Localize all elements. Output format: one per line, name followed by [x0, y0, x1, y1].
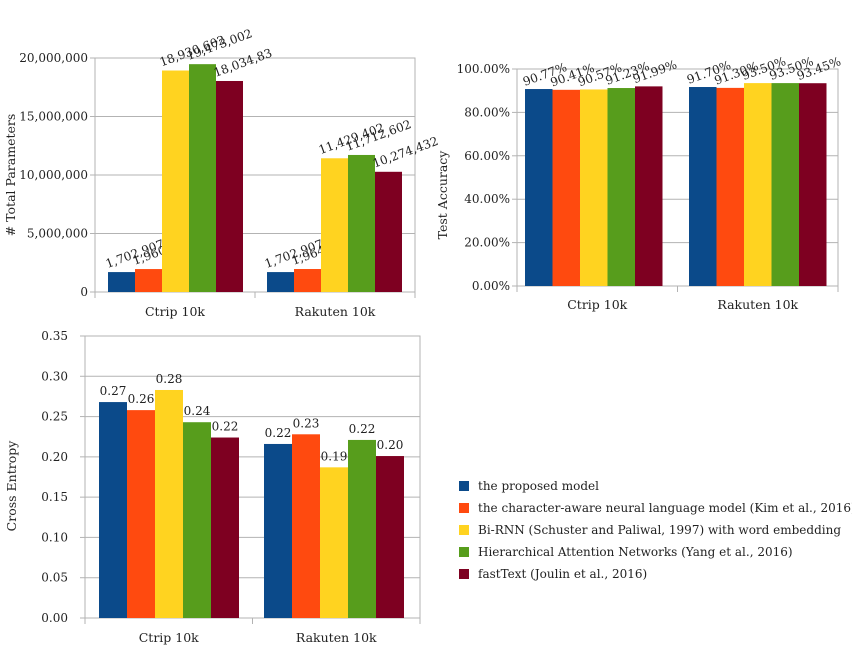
legend-swatch-birnn — [459, 525, 469, 535]
bar — [211, 437, 239, 618]
y-tick-label: 100.00% — [457, 62, 510, 76]
data-label: 0.20 — [377, 438, 404, 452]
y-axis-label: Test Accuracy — [435, 150, 450, 240]
legend-label-char-aware: the character-aware neural language mode… — [478, 501, 852, 515]
data-label: 0.28 — [156, 372, 183, 386]
bar — [189, 64, 216, 292]
y-axis-label: # Total Parameters — [3, 114, 18, 237]
y-tick-label: 20.00% — [464, 236, 510, 250]
y-tick-label: 40.00% — [464, 192, 510, 206]
bar — [292, 434, 320, 618]
bar — [216, 80, 243, 292]
bar — [580, 89, 608, 286]
bar — [375, 171, 402, 292]
y-tick-label: 0.15 — [41, 490, 68, 504]
bar — [108, 272, 135, 292]
data-label: 0.22 — [212, 420, 239, 434]
y-tick-label: 0.20 — [41, 450, 68, 464]
y-tick-label: 0.05 — [41, 571, 68, 585]
bar — [320, 467, 348, 618]
bar — [635, 86, 663, 286]
y-tick-label: 0.00 — [41, 611, 68, 625]
category-label: Ctrip 10k — [145, 304, 205, 319]
y-tick-label: 0.00% — [472, 279, 510, 293]
data-label: 0.22 — [265, 426, 292, 440]
y-tick-label: 15,000,000 — [19, 110, 88, 124]
legend-swatch-proposed — [459, 481, 469, 491]
bar — [348, 439, 376, 618]
legend-label-birnn: Bi-RNN (Schuster and Paliwal, 1997) with… — [478, 523, 841, 537]
bar — [183, 422, 211, 618]
bar — [552, 89, 580, 286]
bar — [127, 410, 155, 618]
bar — [689, 87, 717, 286]
y-axis-label: Cross Entropy — [4, 440, 19, 532]
legend-swatch-fasttext — [459, 569, 469, 579]
category-label: Ctrip 10k — [139, 630, 199, 645]
bar — [348, 154, 375, 292]
y-tick-label: 80.00% — [464, 105, 510, 119]
bar — [162, 70, 189, 292]
bar — [321, 158, 348, 292]
legend-swatch-han — [459, 547, 469, 557]
bar — [716, 87, 744, 286]
bar — [771, 83, 799, 286]
bar — [135, 269, 162, 292]
y-tick-label: 0.10 — [41, 530, 68, 544]
chart-accuracy: 0.00% 20.00% 40.00% 60.00% 80.00% 100.00% Test… — [435, 54, 843, 312]
y-tick-label: 60.00% — [464, 149, 510, 163]
y-tick-label: 0.25 — [41, 410, 68, 424]
legend-swatch-char-aware — [459, 503, 469, 513]
y-tick-label: 20,000,000 — [19, 51, 88, 65]
y-tick-label: 0 — [80, 285, 88, 299]
bar — [799, 83, 827, 286]
data-label: 0.24 — [184, 404, 211, 418]
y-tick-label: 0.30 — [41, 369, 68, 383]
bar — [267, 272, 294, 292]
bar — [155, 389, 183, 618]
data-label: 0.19 — [321, 449, 348, 463]
bar — [744, 83, 772, 286]
category-label: Ctrip 10k — [567, 297, 627, 312]
bar — [376, 456, 404, 618]
bar — [264, 443, 292, 618]
category-label: Rakuten 10k — [295, 304, 376, 319]
data-label: 0.27 — [100, 384, 127, 398]
legend-label-han: Hierarchical Attention Networks (Yang et… — [478, 545, 793, 559]
chart-params: 0 5,000,000 10,000,000 15,000,000 20,000,000… — [3, 26, 440, 319]
bar — [294, 269, 321, 292]
bar — [525, 89, 553, 286]
y-tick-label: 10,000,000 — [19, 168, 88, 182]
y-tick-label: 0.35 — [41, 329, 68, 343]
legend: the proposed model the character-aware n… — [459, 479, 852, 581]
legend-label-proposed: the proposed model — [478, 479, 599, 493]
chart-entropy: 0.00 0.05 0.10 0.15 0.20 0.25 0.30 0.35 Cross En… — [4, 329, 421, 645]
data-label: 0.26 — [128, 392, 155, 406]
bar — [99, 402, 127, 618]
data-label: 0.23 — [293, 416, 320, 430]
category-label: Rakuten 10k — [717, 297, 798, 312]
data-label: 0.22 — [349, 422, 376, 436]
legend-label-fasttext: fastText (Joulin et al., 2016) — [478, 567, 647, 581]
category-label: Rakuten 10k — [296, 630, 377, 645]
bar — [607, 88, 635, 286]
y-tick-label: 5,000,000 — [27, 227, 88, 241]
